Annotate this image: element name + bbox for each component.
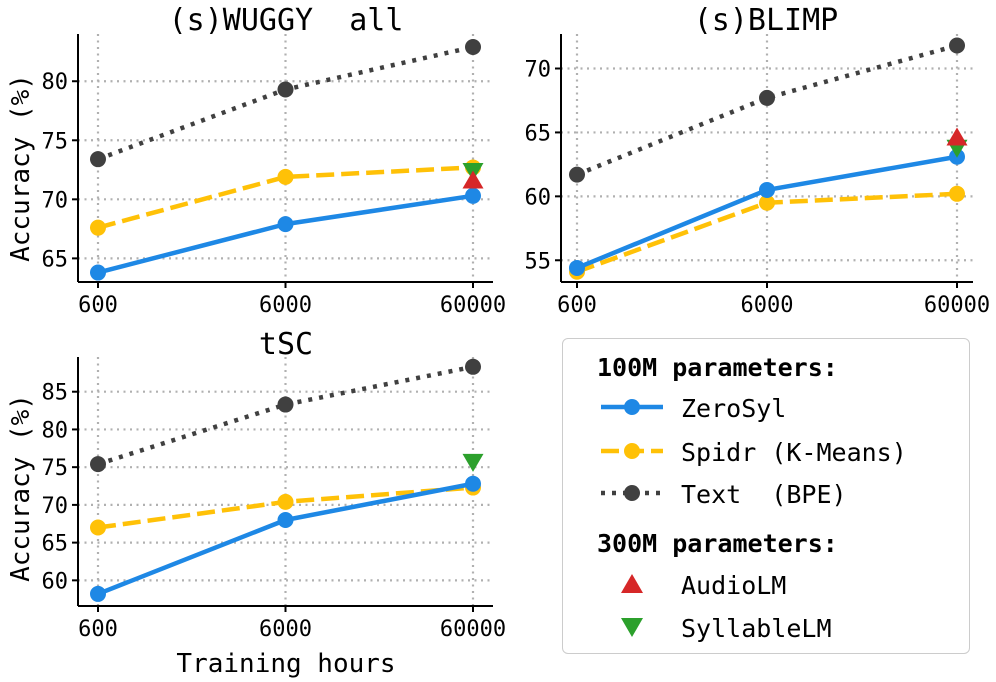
series-line-zerosyl-wuggy: [97, 193, 474, 275]
legend-label-text: Text (BPE): [681, 480, 847, 509]
y-tick-label-tsc-60: 60: [42, 569, 69, 594]
data-point-spidr-k-means-tsc-6000: [277, 493, 294, 510]
legend-label-zerosyl: ZeroSyl: [681, 394, 787, 423]
x-tick-label-blimp-60000: 60000: [924, 293, 990, 318]
y-tick-label-blimp-60: 60: [525, 185, 552, 210]
data-point-text-bpe-blimp-60000: [949, 37, 965, 54]
legend-marker-audiolm: [621, 574, 643, 593]
panel-title-wuggy: (s)WUGGY all: [169, 3, 404, 38]
data-point-spidr-k-means-blimp-60000: [949, 185, 965, 202]
y-tick-label-tsc-70: 70: [42, 494, 69, 519]
legend: 100M parameters: ZeroSyl Spidr (K-Means)…: [562, 338, 970, 654]
x-tick-label-tsc-6000: 6000: [259, 617, 312, 642]
y-tick-label-wuggy-70: 70: [42, 188, 69, 213]
legend-group-100m: 100M parameters:: [597, 353, 838, 382]
legend-group-300m: 300M parameters:: [597, 529, 838, 558]
x-tick-label-tsc-60000: 60000: [440, 617, 506, 642]
legend-handle-spidr: [601, 443, 663, 459]
legend-label-spidr: Spidr (K-Means): [681, 438, 907, 467]
panel-blimp: 55 60 65 70 600 6000 60000 (s)BLIMP: [525, 3, 991, 318]
data-point-text-bpe-tsc-60000: [465, 358, 481, 375]
y-tick-label-wuggy-80: 80: [42, 70, 69, 95]
y-tick-label-tsc-85: 85: [42, 381, 69, 406]
legend-label-audiolm: AudioLM: [681, 571, 787, 600]
y-tick-label-blimp-65: 65: [525, 121, 552, 146]
y-tick-label-tsc-65: 65: [42, 532, 69, 557]
data-point-zerosyl-tsc-600: [90, 585, 106, 602]
marker-audiolm-blimp: [946, 127, 968, 146]
x-axis-label-tsc: Training hours: [176, 649, 395, 679]
y-tick-label-tsc-75: 75: [42, 456, 69, 481]
data-point-text-bpe-blimp-6000: [759, 89, 775, 106]
data-point-spidr-k-means-tsc-600: [90, 519, 106, 536]
y-tick-label-wuggy-65: 65: [42, 247, 69, 272]
panel-title-blimp: (s)BLIMP: [694, 3, 839, 38]
marker-syllablelm-tsc: [462, 453, 484, 472]
y-tick-label-blimp-55: 55: [525, 249, 552, 274]
data-point-zerosyl-wuggy-600: [90, 264, 106, 281]
series-line-spidr-k-means-wuggy: [97, 165, 474, 230]
x-tick-label-tsc-600: 600: [78, 617, 118, 642]
x-tick-label-wuggy-600: 600: [78, 293, 118, 318]
legend-handle-syllablelm: [621, 618, 643, 637]
data-point-text-bpe-blimp-600: [569, 166, 585, 183]
data-point-zerosyl-blimp-600: [569, 259, 585, 276]
data-point-spidr-k-means-wuggy-600: [90, 219, 106, 236]
data-point-zerosyl-wuggy-6000: [277, 216, 294, 233]
legend-label-syllablelm: SyllableLM: [681, 614, 832, 643]
y-tick-label-tsc-80: 80: [42, 418, 69, 443]
series-line-text-bpe-blimp: [576, 43, 958, 177]
data-point-text-bpe-wuggy-60000: [465, 38, 481, 55]
y-tick-label-wuggy-75: 75: [42, 129, 69, 154]
x-tick-label-blimp-6000: 6000: [741, 293, 794, 318]
data-point-text-bpe-tsc-6000: [277, 396, 294, 413]
panel-wuggy: 65 70 75 80 600 6000 60000 (s)WUGGY all Accur…: [6, 3, 506, 318]
data-point-text-bpe-wuggy-6000: [277, 81, 294, 98]
data-point-text-bpe-wuggy-600: [90, 151, 106, 168]
marker-audiolm-wuggy: [462, 170, 484, 189]
data-point-text-bpe-tsc-600: [90, 456, 106, 473]
x-tick-label-blimp-600: 600: [557, 293, 597, 318]
series-line-text-bpe-wuggy: [97, 44, 474, 162]
legend-marker-text: [624, 485, 640, 501]
panel-title-tsc: tSC: [259, 327, 313, 362]
data-point-spidr-k-means-wuggy-6000: [277, 168, 294, 185]
legend-marker-syllablelm: [621, 618, 643, 637]
panel-tsc: 60 65 70 75 80 85 600 6000 60000 tSC Accuracy (…: [6, 327, 506, 679]
data-point-zerosyl-blimp-6000: [759, 181, 775, 198]
x-tick-label-wuggy-6000: 6000: [259, 293, 312, 318]
y-axis-label-wuggy: Accuracy (%): [6, 74, 36, 262]
data-point-zerosyl-wuggy-60000: [465, 187, 481, 204]
y-axis-label-tsc: Accuracy (%): [6, 394, 36, 582]
legend-handle-text: [601, 485, 663, 501]
data-point-spidr-k-means-blimp-6000: [759, 194, 775, 211]
legend-marker-zerosyl: [624, 399, 640, 415]
x-tick-label-wuggy-60000: 60000: [440, 293, 506, 318]
legend-handle-zerosyl: [601, 399, 663, 415]
legend-marker-spidr: [624, 443, 640, 459]
data-point-zerosyl-tsc-6000: [277, 511, 294, 528]
y-tick-label-blimp-70: 70: [525, 58, 552, 83]
legend-handle-audiolm: [621, 574, 643, 593]
data-point-zerosyl-tsc-60000: [465, 475, 481, 492]
